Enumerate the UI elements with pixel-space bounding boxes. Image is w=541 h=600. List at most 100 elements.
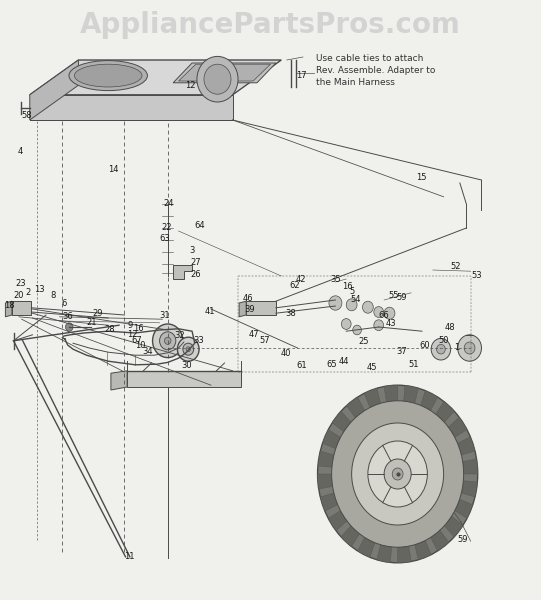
Circle shape — [346, 299, 357, 311]
Text: 44: 44 — [338, 357, 349, 366]
Text: 22: 22 — [161, 223, 172, 232]
Polygon shape — [398, 546, 411, 563]
Text: 40: 40 — [280, 349, 291, 359]
Polygon shape — [111, 371, 127, 390]
Text: 1: 1 — [454, 343, 460, 352]
Circle shape — [353, 325, 361, 335]
Text: 52: 52 — [450, 262, 461, 271]
Text: 29: 29 — [92, 308, 103, 318]
Text: 36: 36 — [62, 312, 73, 322]
Text: 8: 8 — [50, 290, 56, 299]
Circle shape — [332, 401, 464, 547]
Text: 20: 20 — [14, 291, 24, 300]
Text: 53: 53 — [472, 271, 483, 280]
Circle shape — [186, 347, 190, 352]
Circle shape — [329, 296, 342, 310]
Polygon shape — [30, 60, 78, 120]
Polygon shape — [377, 545, 392, 562]
Text: 63: 63 — [160, 234, 170, 244]
Text: 41: 41 — [204, 307, 215, 317]
Circle shape — [368, 441, 427, 507]
Circle shape — [341, 319, 351, 329]
Circle shape — [352, 423, 444, 525]
Text: 16: 16 — [133, 323, 143, 332]
Text: 27: 27 — [190, 258, 201, 267]
Circle shape — [318, 385, 478, 563]
Text: Use cable ties to attach
Rev. Assemble. Adapter to
the Main Harness: Use cable ties to attach Rev. Assemble. … — [316, 54, 436, 86]
Text: 48: 48 — [445, 323, 456, 331]
Polygon shape — [179, 64, 270, 81]
Polygon shape — [328, 511, 347, 531]
Text: 37: 37 — [396, 346, 407, 355]
Text: AppliancePartsPros.com: AppliancePartsPros.com — [80, 11, 461, 39]
Text: 17: 17 — [296, 70, 307, 79]
Ellipse shape — [69, 61, 147, 91]
Text: 50: 50 — [438, 335, 449, 344]
Circle shape — [197, 56, 238, 102]
Text: 6: 6 — [61, 298, 67, 307]
Text: 45: 45 — [367, 363, 378, 372]
Polygon shape — [318, 474, 333, 489]
Circle shape — [153, 324, 183, 358]
Polygon shape — [384, 385, 398, 402]
Text: 57: 57 — [260, 336, 270, 346]
Text: 35: 35 — [330, 275, 341, 283]
Circle shape — [164, 337, 171, 344]
Polygon shape — [332, 411, 351, 432]
Text: 23: 23 — [15, 278, 26, 287]
Polygon shape — [127, 371, 241, 387]
Text: 62: 62 — [289, 280, 300, 289]
Polygon shape — [404, 386, 418, 403]
Circle shape — [374, 307, 384, 317]
Text: 64: 64 — [195, 220, 206, 229]
Text: 31: 31 — [160, 311, 170, 319]
Text: 28: 28 — [104, 325, 115, 335]
Text: 12: 12 — [127, 329, 138, 338]
Text: 51: 51 — [408, 360, 419, 369]
Polygon shape — [431, 530, 449, 551]
Polygon shape — [455, 499, 473, 518]
Text: 16: 16 — [342, 283, 353, 291]
Text: 5: 5 — [349, 286, 354, 295]
Polygon shape — [341, 526, 360, 547]
Polygon shape — [461, 481, 477, 497]
Circle shape — [437, 344, 445, 354]
Circle shape — [374, 320, 384, 331]
Text: 3: 3 — [189, 246, 195, 256]
Text: 34: 34 — [142, 346, 153, 355]
Circle shape — [458, 335, 481, 361]
Text: 33: 33 — [194, 336, 204, 346]
Text: 4: 4 — [18, 146, 23, 155]
Text: 25: 25 — [358, 337, 369, 346]
Polygon shape — [322, 430, 340, 449]
Polygon shape — [448, 417, 467, 437]
Text: 21: 21 — [87, 318, 97, 328]
Text: 58: 58 — [22, 110, 32, 119]
Text: 39: 39 — [245, 304, 255, 313]
Circle shape — [384, 307, 395, 319]
Text: 26: 26 — [190, 270, 201, 279]
Circle shape — [392, 468, 403, 480]
Polygon shape — [246, 301, 276, 315]
Text: 9: 9 — [127, 320, 133, 329]
Text: 47: 47 — [249, 330, 260, 340]
Text: 10: 10 — [135, 340, 146, 349]
Text: 46: 46 — [242, 294, 253, 304]
Polygon shape — [458, 437, 475, 455]
Circle shape — [464, 342, 475, 354]
Text: 32: 32 — [174, 331, 185, 340]
Polygon shape — [239, 301, 246, 317]
Polygon shape — [12, 301, 31, 315]
Circle shape — [362, 301, 373, 313]
Text: 12: 12 — [185, 81, 196, 89]
Text: 59: 59 — [396, 292, 407, 301]
Text: 15: 15 — [415, 173, 426, 181]
Text: 55: 55 — [388, 290, 399, 299]
Circle shape — [384, 459, 411, 489]
Polygon shape — [173, 265, 192, 279]
Polygon shape — [463, 459, 478, 474]
Polygon shape — [346, 397, 365, 418]
Text: 42: 42 — [296, 275, 307, 283]
Circle shape — [431, 338, 451, 360]
Polygon shape — [420, 391, 438, 410]
